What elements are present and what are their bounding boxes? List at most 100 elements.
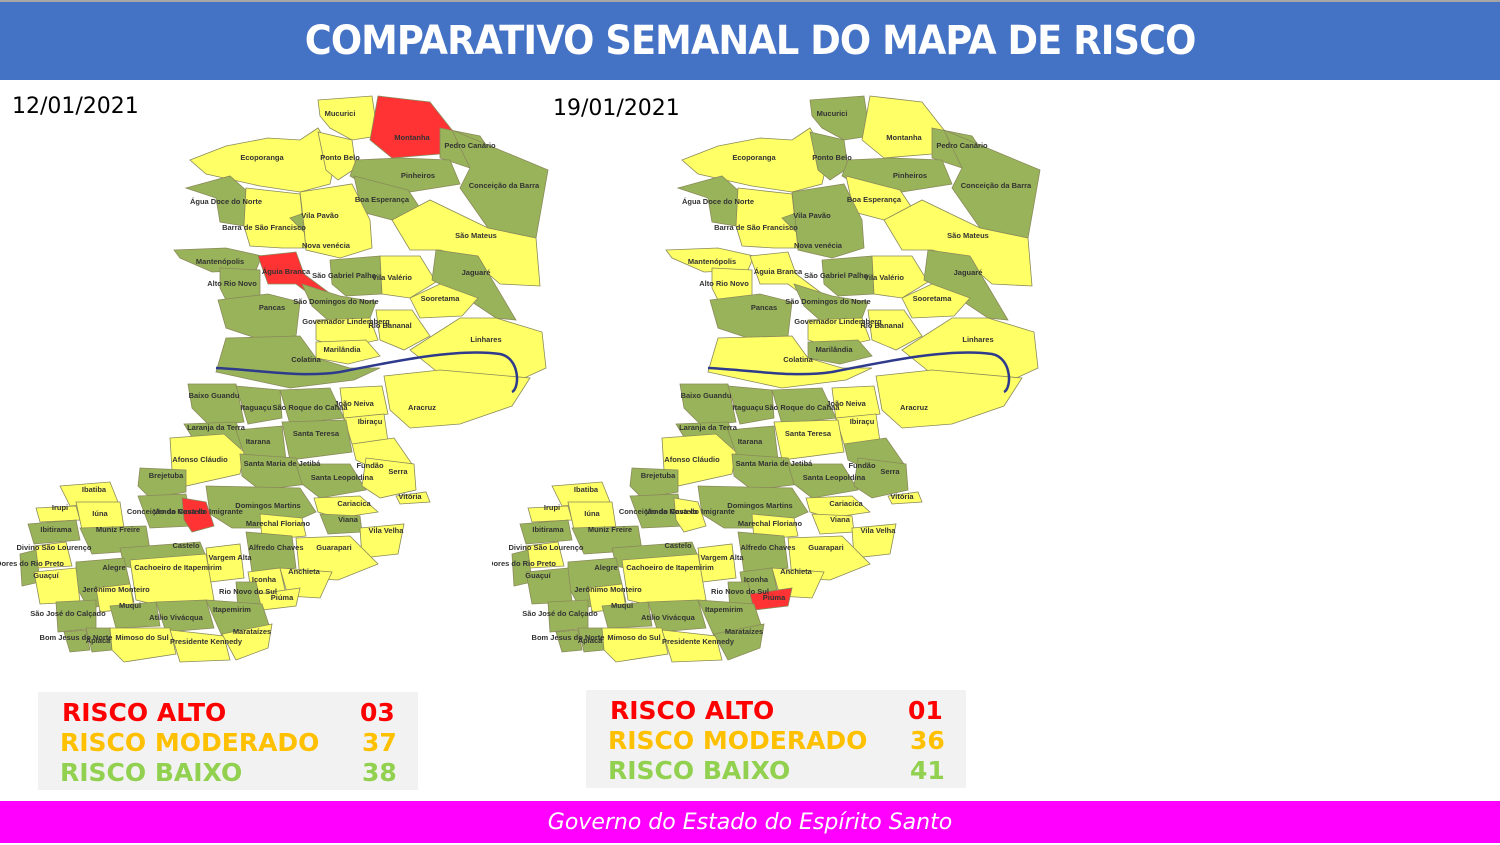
municipality-region xyxy=(871,255,929,299)
municipality-label: Iconha xyxy=(744,575,769,584)
municipality-label: Itaguaçu xyxy=(241,403,272,412)
municipality-label: Pancas xyxy=(751,303,777,312)
municipality-region xyxy=(217,293,301,339)
municipality-label: São Gabriel Palha xyxy=(804,271,869,280)
municipality-region xyxy=(809,95,871,141)
municipality-label: Santa Maria de Jetibá xyxy=(244,459,322,468)
municipality-label: Muqui xyxy=(611,601,633,610)
municipality-label: Irupi xyxy=(52,503,68,512)
municipality-label: Montanha xyxy=(886,133,922,142)
municipality-label: Bom Jesus do Norte xyxy=(40,633,113,642)
municipality-label: Divino São Lourenço xyxy=(16,543,91,552)
municipality-label: Ibiraçu xyxy=(358,417,383,426)
municipality-label: Atílio Vivácqua xyxy=(149,613,203,622)
municipality-label: São Gabriel Palha xyxy=(312,271,377,280)
municipality-label: Águia Branca xyxy=(262,267,311,276)
municipality-label: Vitória xyxy=(890,492,914,501)
legend-row-baixo: RISCO BAIXO 41 xyxy=(608,756,945,786)
municipality-label: Aracruz xyxy=(408,403,436,412)
municipality-label: Brejetuba xyxy=(149,471,184,480)
municipality-region xyxy=(787,463,859,499)
municipality-label: Conceição da Barra xyxy=(469,181,540,190)
municipality-label: Alfredo Chaves xyxy=(248,543,303,552)
municipality-label: Ibiraçu xyxy=(850,417,875,426)
municipality-label: Venda Nova do Imigrante xyxy=(645,507,735,516)
municipality-region xyxy=(647,599,707,633)
municipality-label: Pedro Canário xyxy=(444,141,496,150)
municipality-label: Cariacica xyxy=(337,499,371,508)
municipality-label: Vargem Alta xyxy=(700,553,744,562)
municipality-label: Itapemirim xyxy=(705,605,743,614)
municipality-label: Divino São Lourenço xyxy=(508,543,583,552)
municipality-label: Mucurici xyxy=(325,109,356,118)
municipality-label: Marilândia xyxy=(815,345,853,354)
municipality-region xyxy=(555,629,583,653)
municipality-label: Apiacá xyxy=(578,636,603,645)
municipality-region xyxy=(807,339,873,365)
municipality-label: Laranja da Terra xyxy=(679,423,738,432)
municipality-label: Mimoso do Sul xyxy=(607,633,660,642)
municipality-region xyxy=(601,627,669,663)
municipality-label: Jerônimo Monteiro xyxy=(574,585,642,594)
municipality-label: Marechal Floriano xyxy=(246,519,311,528)
municipality-label: Serra xyxy=(880,467,900,476)
legend-label: RISCO BAIXO xyxy=(608,756,791,785)
municipality-region xyxy=(315,339,381,365)
municipality-region xyxy=(235,385,283,425)
municipality-label: Conceição do Castelo xyxy=(619,507,698,516)
risk-map-12-01: Mucurici Montanha Pedro Canário Ecoporanga P… xyxy=(0,88,560,678)
municipality-label: Colatina xyxy=(783,355,813,364)
legend-row-moderado: RISCO MODERADO 36 xyxy=(608,726,945,756)
municipality-label: Ibatiba xyxy=(82,485,107,494)
municipality-label: Barra de São Francisco xyxy=(222,223,306,232)
municipality-region xyxy=(805,495,871,519)
municipality-label: Pinheiros xyxy=(401,171,435,180)
municipality-label: Ecoporanga xyxy=(240,153,284,162)
municipality-region xyxy=(395,491,431,505)
municipality-region xyxy=(875,369,1023,429)
municipality-label: Aracruz xyxy=(900,403,928,412)
municipality-label: Cachoeiro de Itapemirim xyxy=(134,563,222,572)
municipality-label: Viana xyxy=(338,515,359,524)
municipality-region xyxy=(707,335,873,389)
municipality-label: Vila Pavão xyxy=(793,211,831,220)
map-svg: Mucurici Montanha Pedro Canário Ecoporanga P… xyxy=(492,95,1041,663)
municipality-label: Alfredo Chaves xyxy=(740,543,795,552)
municipality-label: Anchieta xyxy=(288,567,321,576)
municipality-label: Iúna xyxy=(92,509,108,518)
municipality-label: Mimoso do Sul xyxy=(115,633,168,642)
municipality-label: Jaguaré xyxy=(462,268,491,277)
municipality-label: Conceição da Barra xyxy=(961,181,1032,190)
municipality-label: Água Doce do Norte xyxy=(190,197,262,206)
municipality-label: Guaçuí xyxy=(33,571,59,580)
municipality-label: Santa Teresa xyxy=(293,429,340,438)
municipality-label: Pancas xyxy=(259,303,285,312)
legend-count: 38 xyxy=(362,758,397,787)
municipality-label: Afonso Cláudio xyxy=(664,455,720,464)
municipality-region xyxy=(673,497,707,533)
legend-label: RISCO ALTO xyxy=(610,696,775,725)
municipality-label: Linhares xyxy=(470,335,501,344)
municipality-region xyxy=(361,457,417,499)
legend-row-alto: RISCO ALTO 03 xyxy=(62,698,395,728)
municipality-label: Santa Leopoldina xyxy=(803,473,866,482)
municipality-label: São Mateus xyxy=(455,231,497,240)
municipality-label: Linhares xyxy=(962,335,993,344)
municipality-label: Iúna xyxy=(584,509,600,518)
municipality-region xyxy=(731,453,801,491)
municipality-label: Vila Velha xyxy=(369,526,405,535)
municipality-region xyxy=(773,419,845,461)
header-banner: COMPARATIVO SEMANAL DO MAPA DE RISCO xyxy=(0,2,1500,80)
legend-box-2: RISCO ALTO 01 RISCO MODERADO 36 RISCO BA… xyxy=(586,690,966,788)
municipality-label: Ponto Belo xyxy=(812,153,852,162)
legend-label: RISCO MODERADO xyxy=(60,728,320,757)
municipality-label: Itarana xyxy=(738,437,763,446)
municipality-label: Marataízes xyxy=(233,627,271,636)
municipality-region xyxy=(245,531,297,573)
municipality-label: Fundão xyxy=(356,461,383,470)
municipality-label: São José do Calçado xyxy=(522,609,598,618)
municipality-region xyxy=(379,255,437,299)
map-date-2: 19/01/2021 xyxy=(553,96,680,121)
municipality-label: Santa Teresa xyxy=(785,429,832,438)
municipality-label: Piúma xyxy=(763,593,786,602)
